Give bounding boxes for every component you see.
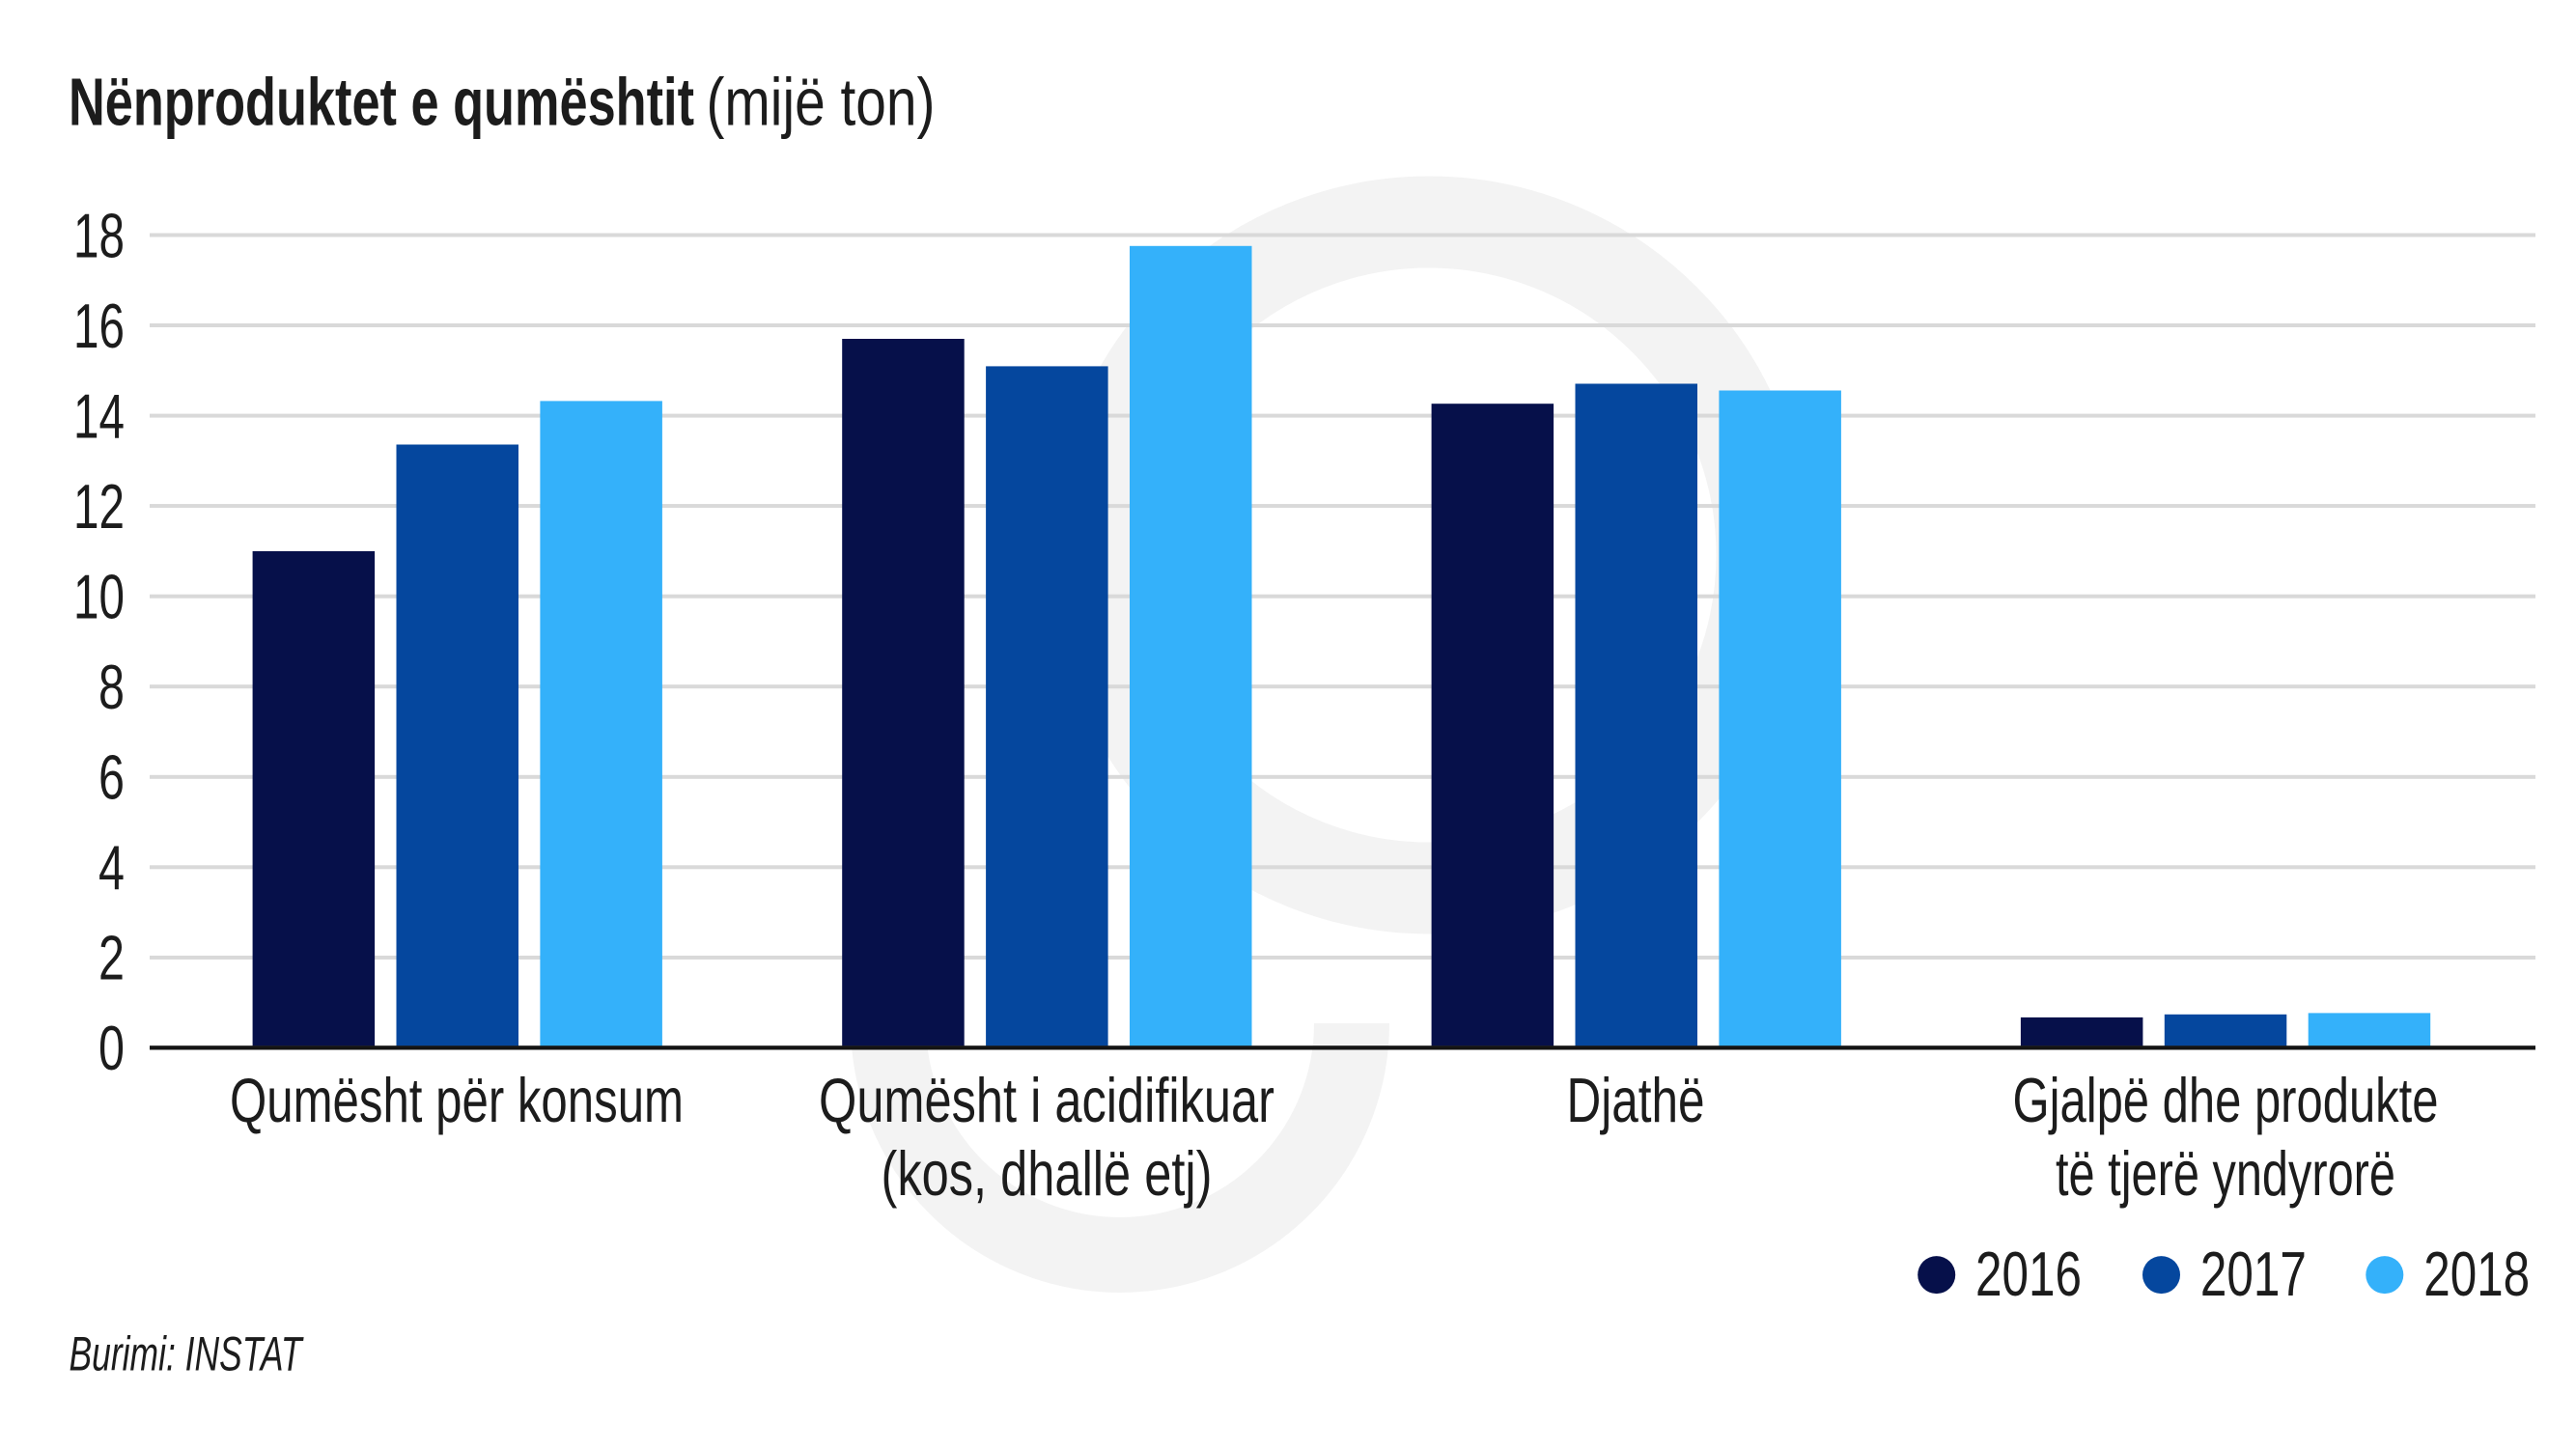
svg-text:6: 6	[98, 742, 125, 813]
svg-text:8: 8	[98, 652, 125, 722]
svg-text:4: 4	[98, 832, 125, 903]
svg-text:Qumësht i acidifikuar: Qumësht i acidifikuar	[819, 1065, 1274, 1135]
svg-text:2: 2	[98, 923, 125, 993]
svg-text:18: 18	[73, 200, 125, 270]
svg-text:Burimi: INSTAT: Burimi: INSTAT	[70, 1327, 304, 1381]
svg-text:(mijë ton): (mijë ton)	[707, 65, 936, 140]
svg-text:12: 12	[73, 471, 125, 542]
svg-text:(kos, dhallë etj): (kos, dhallë etj)	[882, 1138, 1213, 1209]
svg-text:10: 10	[73, 562, 125, 632]
svg-text:Djathë: Djathë	[1567, 1065, 1705, 1135]
svg-text:0: 0	[98, 1013, 125, 1083]
svg-text:Qumësht për konsum: Qumësht për konsum	[230, 1065, 684, 1135]
svg-text:2017: 2017	[2200, 1239, 2307, 1309]
svg-text:16: 16	[73, 291, 125, 361]
svg-text:2016: 2016	[1975, 1239, 2082, 1309]
svg-text:2018: 2018	[2423, 1239, 2530, 1309]
svg-text:Nënproduktet e qumështit: Nënproduktet e qumështit	[69, 65, 694, 140]
svg-text:Gjalpë dhe produkte: Gjalpë dhe produkte	[2013, 1065, 2439, 1135]
svg-text:14: 14	[73, 380, 125, 451]
svg-text:të tjerë yndyrorë: të tjerë yndyrorë	[2056, 1138, 2395, 1209]
